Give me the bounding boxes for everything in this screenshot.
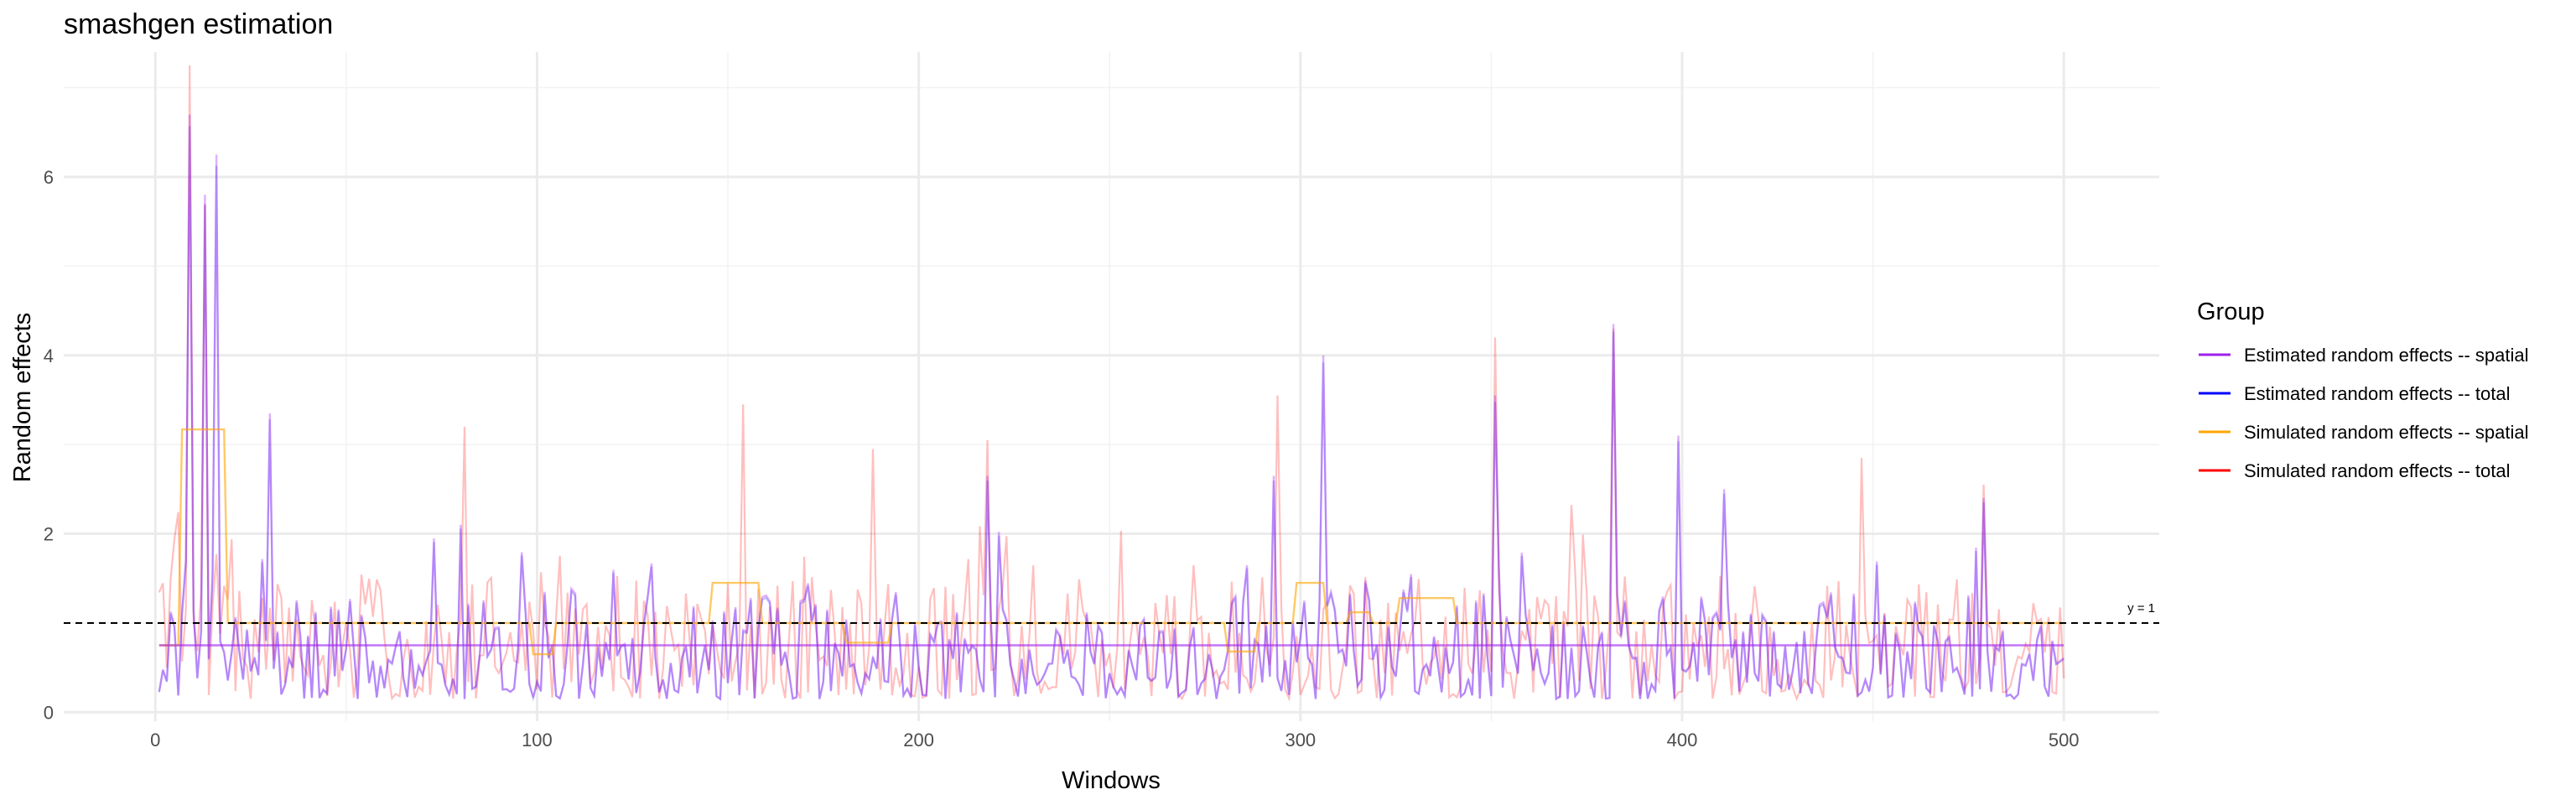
reference-line-label: y = 1 — [2127, 601, 2155, 615]
series-simulated-total — [158, 65, 2065, 703]
legend: Group Estimated random effects -- spatia… — [2197, 299, 2529, 481]
reference-layer: y = 1 — [64, 601, 2159, 624]
gridlines — [64, 52, 2159, 721]
y-tick-label: 4 — [44, 345, 54, 366]
x-tick-label: 500 — [2049, 730, 2080, 750]
y-tick-label: 2 — [44, 524, 54, 545]
series-simulated-spatial — [158, 428, 2064, 656]
legend-label: Estimated random effects -- spatial — [2244, 345, 2529, 366]
y-tick-label: 0 — [44, 702, 54, 723]
y-axis-title: Random effects — [9, 313, 36, 483]
x-tick-label: 0 — [150, 730, 160, 750]
chart-title: smashgen estimation — [64, 8, 333, 40]
x-axis-title: Windows — [1062, 767, 1161, 794]
x-tick-label: 400 — [1667, 730, 1698, 750]
legend-label: Simulated random effects -- total — [2244, 460, 2511, 481]
series-estimated-spatial — [158, 114, 2064, 701]
legend-label: Estimated random effects -- total — [2244, 383, 2511, 404]
legend-title: Group — [2197, 299, 2265, 325]
y-tick-label: 6 — [44, 167, 54, 188]
x-tick-label: 100 — [522, 730, 553, 750]
series-layer — [158, 65, 2065, 703]
x-tick-label: 300 — [1285, 730, 1316, 750]
legend-label: Simulated random effects -- spatial — [2244, 422, 2529, 443]
series-estimated-total — [158, 126, 2064, 703]
tick-labels: 0 100 200 300 400 500 0 2 4 6 — [44, 167, 2080, 750]
x-tick-label: 200 — [903, 730, 934, 750]
